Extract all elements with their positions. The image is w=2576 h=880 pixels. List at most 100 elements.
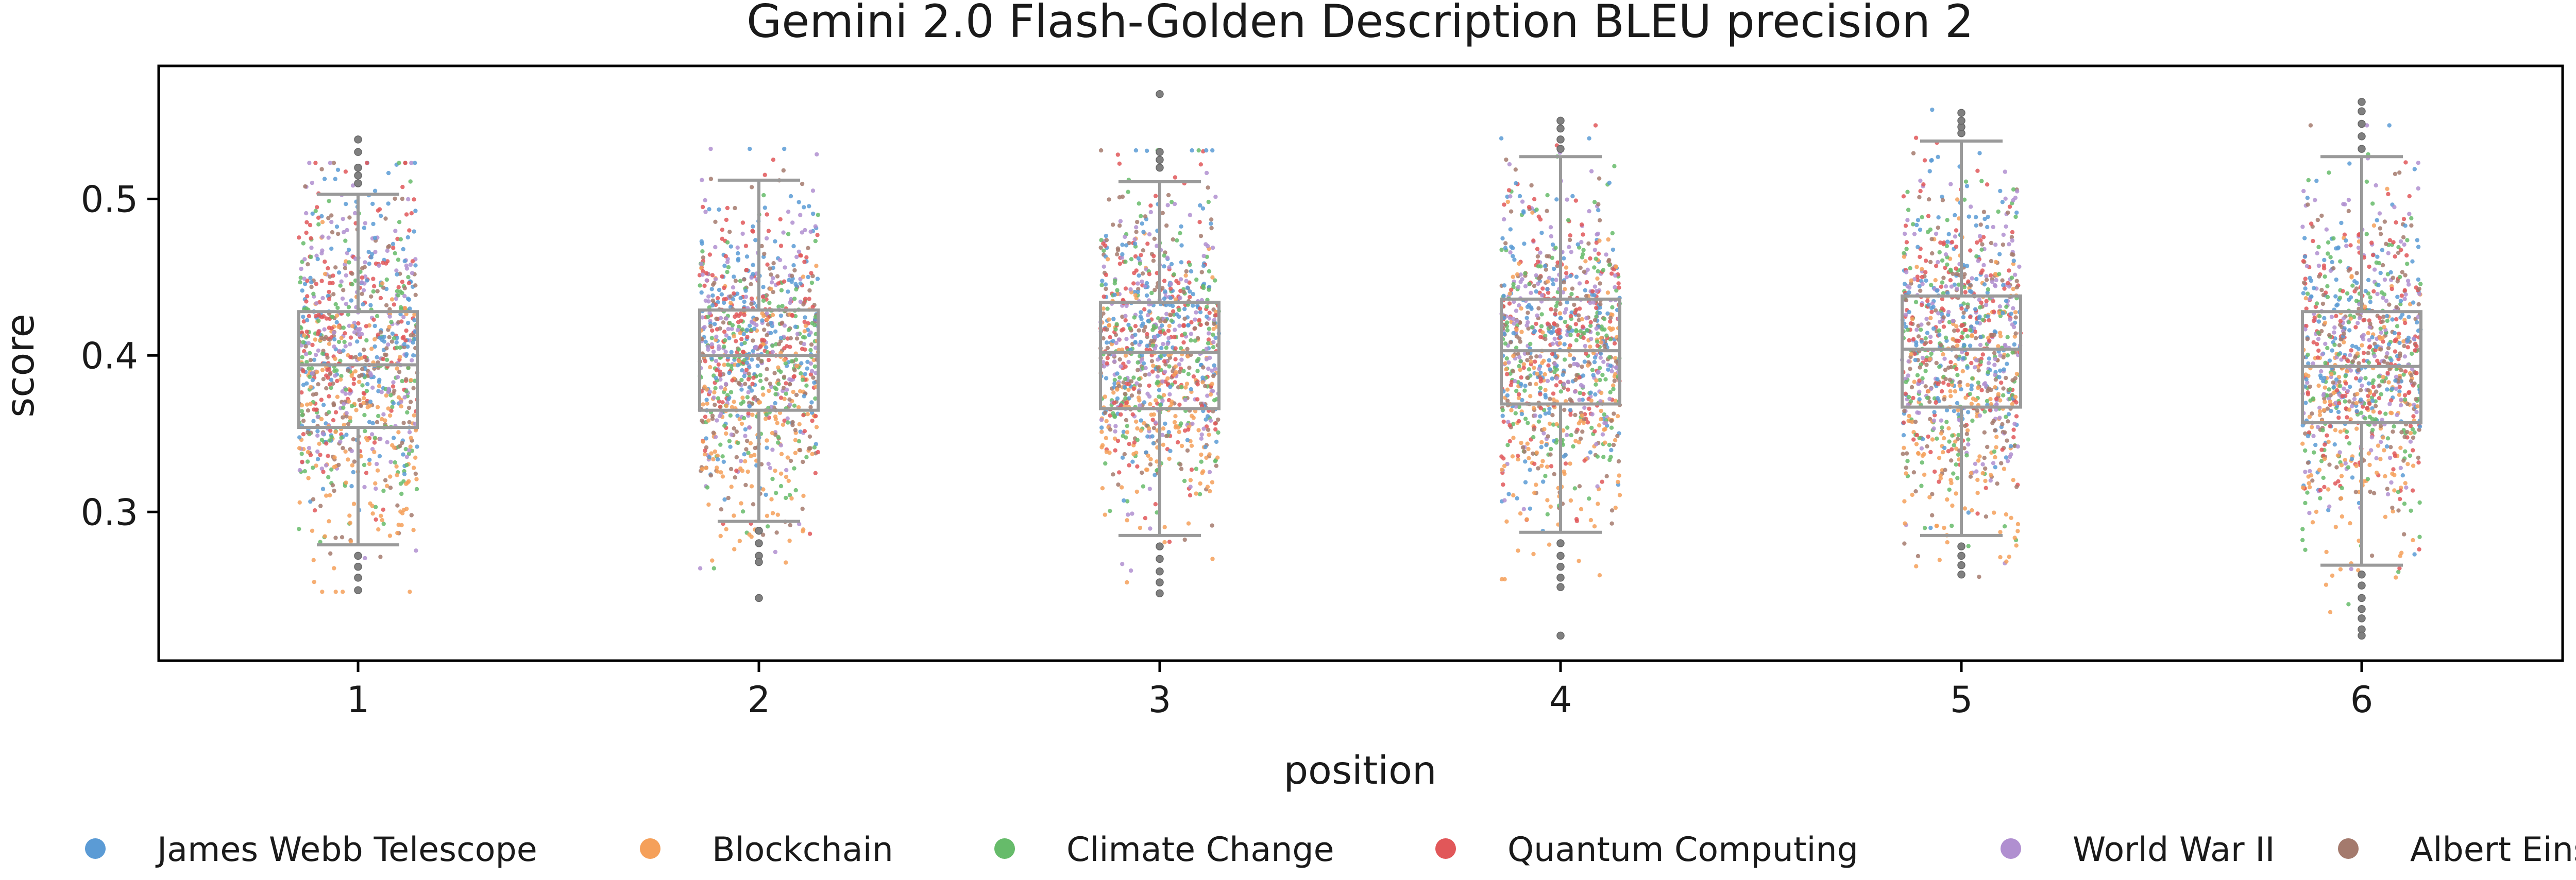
strip-point: [381, 261, 385, 265]
strip-point: [812, 445, 817, 450]
strip-point: [1974, 240, 1979, 245]
strip-point: [319, 398, 324, 402]
strip-point: [1145, 468, 1149, 472]
strip-point: [1918, 178, 1923, 183]
strip-point: [787, 278, 791, 283]
strip-point: [334, 225, 340, 229]
strip-point: [300, 355, 304, 359]
strip-point: [1153, 346, 1157, 351]
strip-point: [764, 236, 769, 241]
strip-point: [744, 268, 749, 272]
strip-point: [329, 219, 334, 225]
strip-point: [749, 484, 754, 489]
strip-point: [336, 324, 341, 329]
strip-point: [774, 530, 779, 535]
strip-point: [743, 459, 748, 463]
strip-point: [308, 351, 312, 355]
strip-point: [1587, 496, 1591, 501]
strip-point: [1992, 510, 1996, 515]
strip-point: [1904, 270, 1909, 274]
strip-point: [765, 524, 770, 529]
strip-point: [1911, 337, 1916, 341]
strip-point: [1942, 397, 1946, 402]
strip-point: [1550, 376, 1554, 381]
strip-point: [1130, 511, 1134, 516]
strip-point: [1161, 341, 1165, 347]
strip-point: [2306, 178, 2311, 183]
strip-point: [1564, 307, 1569, 312]
strip-point: [375, 355, 379, 359]
strip-point: [1903, 391, 1908, 396]
strip-point: [1188, 295, 1192, 300]
strip-point: [1995, 481, 1999, 486]
strip-point: [1140, 353, 1144, 357]
strip-point: [1168, 313, 1173, 318]
strip-point: [789, 297, 793, 302]
strip-point: [722, 423, 727, 428]
strip-point: [327, 289, 331, 295]
strip-point: [1609, 369, 1614, 374]
strip-point: [1532, 330, 1536, 335]
strip-point: [1113, 278, 1117, 283]
strip-point: [1588, 450, 1593, 455]
strip-point: [1188, 262, 1192, 267]
strip-point: [698, 283, 702, 288]
strip-point: [1908, 367, 1912, 371]
strip-point: [1179, 224, 1183, 229]
strip-point: [782, 346, 787, 351]
strip-point: [1597, 310, 1602, 315]
strip-point: [2014, 414, 2019, 419]
strip-point: [1556, 327, 1561, 332]
strip-point: [1985, 182, 1990, 187]
strip-point: [372, 450, 377, 454]
strip-point: [1128, 287, 1133, 292]
strip-point: [796, 439, 802, 444]
strip-point: [2006, 419, 2010, 424]
strip-point: [1120, 328, 1124, 333]
strip-point: [1610, 231, 1615, 236]
strip-point: [1984, 299, 1989, 304]
strip-point: [1967, 214, 1971, 219]
strip-point: [305, 459, 310, 464]
strip-point: [1173, 327, 1177, 332]
strip-point: [404, 266, 410, 271]
strip-point: [404, 212, 409, 217]
strip-point: [360, 332, 364, 337]
strip-point: [1148, 462, 1153, 467]
strip-point: [804, 383, 809, 388]
strip-point: [743, 382, 748, 386]
strip-point: [1574, 307, 1579, 312]
strip-point: [382, 352, 387, 357]
strip-point: [1195, 397, 1200, 402]
strip-point: [1518, 272, 1523, 277]
strip-point: [387, 335, 392, 339]
strip-point: [1993, 428, 1997, 433]
strip-point: [1182, 316, 1187, 321]
strip-point: [715, 453, 720, 458]
strip-point: [308, 385, 313, 390]
strip-point: [1558, 389, 1563, 394]
strip-point: [788, 344, 792, 349]
strip-point: [1539, 324, 1544, 329]
strip-point: [1135, 464, 1140, 469]
strip-point: [749, 282, 753, 287]
strip-point: [1143, 372, 1148, 377]
strip-point: [706, 299, 711, 304]
strip-point: [2402, 297, 2407, 301]
strip-point: [1981, 263, 1986, 268]
strip-point: [762, 338, 767, 343]
strip-point: [369, 294, 374, 299]
strip-point: [722, 497, 727, 502]
strip-point: [709, 356, 714, 360]
strip-point: [1199, 436, 1204, 441]
strip-point: [1598, 377, 1602, 383]
strip-point: [1609, 425, 1614, 430]
strip-point: [729, 350, 734, 354]
strip-point: [1596, 331, 1600, 336]
strip-point: [1525, 375, 1530, 380]
strip-point: [1120, 252, 1125, 257]
strip-point: [1572, 361, 1577, 367]
strip-point: [721, 300, 726, 305]
strip-point: [1189, 320, 1194, 325]
